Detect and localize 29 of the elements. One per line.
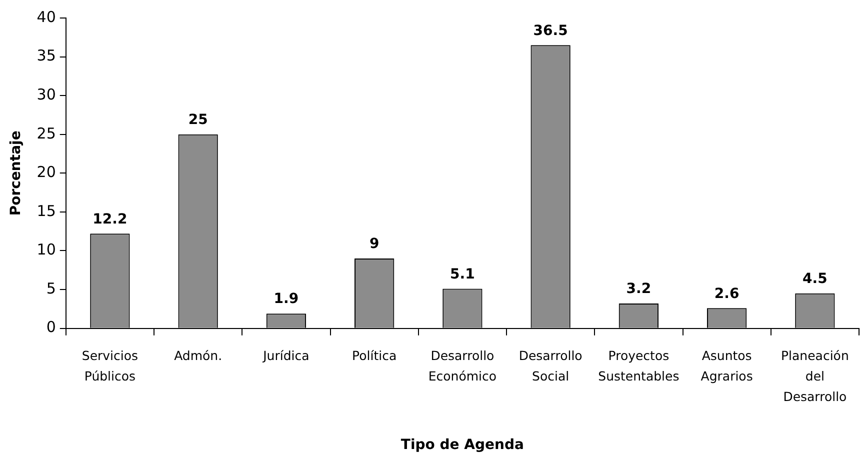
data-label: 1.9 [274,291,299,308]
x-tick-label: Servicios Públicos [82,348,138,384]
data-label: 36.5 [533,22,568,39]
y-tick-label: 30 [36,85,56,104]
x-tick-label: Admón. [174,348,222,363]
y-tick-label: 35 [36,46,56,65]
y-tick-label: 10 [36,240,56,259]
data-label: 2.6 [714,286,740,302]
y-tick-label: 40 [36,8,56,26]
y-tick-label: 0 [46,318,56,336]
data-label: 3.2 [626,281,652,298]
y-tick-label: 20 [36,163,56,182]
data-label: 4.5 [802,271,828,288]
x-tick-label: Asuntos Agrarios [700,348,753,384]
x-tick-label: Política [352,348,397,363]
x-tick-label: Desarrollo Social [518,348,582,384]
y-tick-label: 25 [36,124,56,142]
data-label: 9 [369,236,380,252]
y-tick-label: 5 [46,279,56,298]
x-axis-title: Tipo de Agenda [400,437,524,454]
x-tick-label: Planeación del Desarrollo [781,348,849,404]
y-axis-title: Porcentaje [8,130,24,216]
x-tick-label: Desarrollo Económico [428,348,497,384]
x-tick-label: Jurídica [262,348,310,363]
data-label: 25 [188,112,208,128]
data-label: 5.1 [450,266,475,282]
data-label: 12.2 [92,211,128,228]
x-tick-label: Proyectos Sustentables [598,348,680,384]
y-tick-label: 15 [36,202,56,220]
